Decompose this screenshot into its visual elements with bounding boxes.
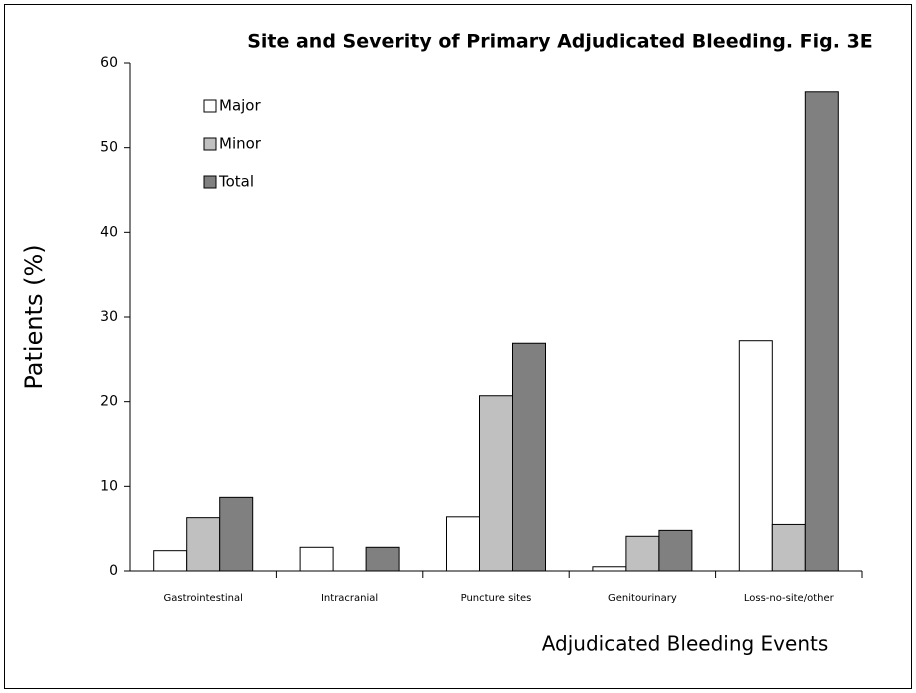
legend-label: Major xyxy=(219,97,261,115)
bar xyxy=(625,535,660,572)
legend-swatch xyxy=(203,137,217,151)
y-tick-label: 50 xyxy=(100,140,118,156)
chart-frame xyxy=(4,4,912,689)
y-tick-label: 40 xyxy=(100,224,118,240)
bar xyxy=(592,566,627,572)
bar xyxy=(512,342,546,572)
x-tick-label: Puncture sites xyxy=(461,593,532,604)
y-tick-label: 20 xyxy=(100,394,118,410)
legend-swatch xyxy=(203,175,217,189)
bar xyxy=(804,91,839,572)
chart-title: Site and Severity of Primary Adjudicated… xyxy=(247,31,873,53)
bar xyxy=(771,523,806,572)
y-tick-label: 60 xyxy=(100,55,118,71)
y-tick-label: 10 xyxy=(100,478,118,494)
bar xyxy=(219,496,254,572)
y-tick-label: 0 xyxy=(109,563,118,579)
x-tick-label: Intracranial xyxy=(321,593,378,604)
bar xyxy=(153,550,188,572)
bar xyxy=(186,517,221,572)
bar xyxy=(738,340,773,572)
bar xyxy=(658,529,693,572)
y-tick-label: 30 xyxy=(100,309,118,325)
legend-label: Total xyxy=(218,173,254,191)
x-tick-label: Gastrointestinal xyxy=(164,593,243,604)
bar xyxy=(479,395,513,572)
legend-label: Minor xyxy=(219,135,262,153)
bar xyxy=(365,546,400,572)
x-axis-title: Adjudicated Bleeding Events xyxy=(542,632,829,656)
bar xyxy=(299,546,334,572)
legend-swatch xyxy=(203,99,217,113)
x-tick-label: Loss-no-site/other xyxy=(744,593,835,604)
x-tick-label: Genitourinary xyxy=(608,593,677,604)
y-axis-title: Patients (%) xyxy=(20,244,48,389)
bar xyxy=(446,516,480,572)
